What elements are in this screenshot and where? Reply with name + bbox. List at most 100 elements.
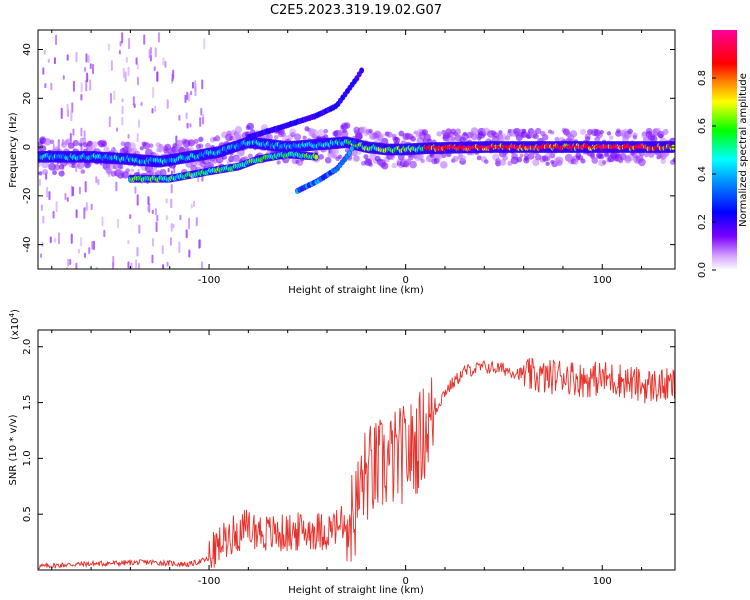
heatmap-halo-cell [226, 130, 232, 136]
heatmap-noise-cell [201, 175, 204, 182]
heatmap-noise-cell [166, 99, 169, 109]
heatmap-noise-cell [55, 34, 58, 46]
heatmap-halo-cell [318, 153, 324, 160]
heatmap-noise-cell [85, 53, 88, 63]
colorbar-label: Normalized spectral amplitude [738, 73, 749, 227]
heatmap-halo-cell [86, 140, 93, 147]
snr-y-tick-label: 1.5 [22, 395, 33, 411]
spectrogram-x-tick-label: 100 [593, 275, 612, 286]
heatmap-halo-cell [519, 153, 524, 158]
heatmap-noise-cell [194, 80, 197, 92]
heatmap-halo-cell [381, 162, 389, 170]
heatmap-halo-cell [142, 142, 151, 150]
heatmap-noise-cell [148, 49, 151, 59]
heatmap-peak-cell [555, 145, 559, 149]
heatmap-peak-cell [560, 145, 564, 149]
heatmap-halo-cell [149, 143, 154, 148]
heatmap-peak-cell [525, 145, 530, 149]
heatmap-peak-cell [535, 145, 540, 149]
heatmap-halo-cell [363, 154, 369, 160]
heatmap-noise-cell [136, 133, 139, 143]
heatmap-noise-cell [47, 58, 50, 63]
heatmap-halo-cell [198, 136, 204, 143]
heatmap-halo-cell [408, 155, 414, 161]
heatmap-noise-cell [188, 249, 191, 258]
heatmap-noise-cell [154, 105, 157, 112]
heatmap-halo-cell [276, 160, 281, 165]
colorbar-tick-label: 0.0 [697, 262, 708, 278]
heatmap-halo-cell [103, 146, 110, 153]
heatmap-noise-cell [188, 217, 191, 230]
heatmap-halo-cell [410, 136, 416, 142]
heatmap-halo-cell [507, 160, 513, 166]
heatmap-noise-cell [138, 224, 141, 234]
spectrogram-y-tick-label: -40 [22, 236, 33, 252]
heatmap-noise-cell [80, 94, 83, 101]
heatmap-noise-cell [185, 229, 188, 239]
heatmap-halo-cell [76, 162, 85, 170]
snr-x-label: Height of straight line (km) [288, 585, 424, 596]
heatmap-halo-cell [421, 129, 428, 136]
heatmap-noise-cell [130, 262, 133, 269]
heatmap-noise-cell [193, 200, 196, 208]
heatmap-noise-cell [199, 117, 202, 127]
heatmap-noise-cell [203, 38, 206, 50]
heatmap-peak-cell [609, 145, 613, 149]
heatmap-halo-cell [498, 133, 507, 142]
heatmap-halo-cell [324, 157, 332, 164]
heatmap-noise-cell [127, 261, 130, 269]
heatmap-noise-cell [185, 112, 188, 120]
heatmap-halo-cell [532, 158, 540, 167]
spectrogram-x-tick-label: -100 [198, 275, 221, 286]
heatmap-noise-cell [80, 82, 83, 93]
heatmap-halo-cell [368, 128, 373, 134]
heatmap-noise-cell [107, 43, 110, 51]
heatmap-noise-cell [62, 74, 65, 80]
heatmap-halo-cell [58, 170, 65, 177]
spectrogram-frame [37, 29, 676, 270]
heatmap-halo-cell [601, 160, 607, 165]
spectrogram-y-tick-label: 0 [22, 144, 33, 150]
heatmap-halo-cell [215, 134, 220, 140]
heatmap-halo-cell [627, 128, 633, 135]
heatmap-noise-cell [72, 186, 75, 197]
heatmap-peak-cell [638, 145, 643, 149]
heatmap-halo-cell [409, 160, 417, 169]
heatmap-noise-cell [91, 240, 94, 250]
heatmap-noise-cell [50, 82, 53, 91]
colorbar-tick-label: 0.8 [697, 70, 708, 86]
heatmap-halo-cell [527, 152, 535, 160]
snr-y-tick-label: 2.0 [22, 339, 33, 355]
heatmap-halo-cell [436, 131, 442, 137]
heatmap-halo-cell [130, 168, 135, 173]
heatmap-halo-cell [355, 133, 363, 140]
heatmap-noise-cell [72, 80, 75, 92]
heatmap-halo-cell [337, 154, 343, 160]
heatmap-noise-cell [40, 204, 43, 212]
heatmap-noise-cell [64, 193, 67, 201]
heatmap-noise-cell [156, 71, 159, 82]
heatmap-noise-cell [70, 233, 73, 244]
heatmap-peak-cell [442, 145, 446, 149]
heatmap-halo-cell [353, 155, 360, 162]
heatmap-noise-cell [92, 240, 95, 251]
heatmap-noise-cell [201, 116, 204, 125]
heatmap-noise-cell [136, 63, 139, 70]
heatmap-halo-cell [231, 135, 237, 141]
heatmap-halo-cell [604, 152, 609, 158]
heatmap-noise-cell [67, 258, 70, 267]
heatmap-ridge-cell [354, 76, 359, 82]
heatmap-peak-cell [614, 145, 618, 149]
heatmap-halo-cell [38, 161, 42, 168]
heatmap-noise-cell [184, 94, 187, 103]
heatmap-peak-cell [545, 145, 550, 149]
heatmap-noise-cell [138, 119, 141, 128]
snr-y-tick-label: 0.5 [22, 506, 33, 522]
heatmap-noise-cell [90, 203, 93, 211]
heatmap-halo-cell [302, 135, 307, 140]
heatmap-halo-cell [632, 135, 638, 140]
heatmap-halo-cell [451, 136, 456, 141]
heatmap-noise-cell [97, 179, 100, 186]
heatmap-noise-cell [178, 114, 181, 121]
heatmap-halo-cell [648, 152, 655, 158]
